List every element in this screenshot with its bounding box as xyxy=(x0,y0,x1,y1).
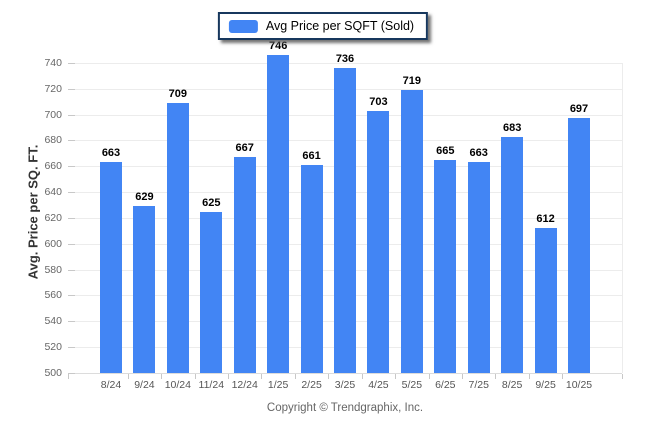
y-axis-tick xyxy=(68,295,75,297)
x-axis-tick xyxy=(528,374,530,379)
legend-series-swatch-icon xyxy=(228,19,258,33)
x-axis-tick xyxy=(261,374,263,379)
bar xyxy=(367,110,390,373)
x-axis-tick-label: 8/25 xyxy=(501,379,523,391)
bar xyxy=(400,90,423,373)
x-axis-tick-label: 9/25 xyxy=(535,379,556,391)
bar-value-label: 667 xyxy=(235,142,254,155)
y-axis-tick-label: 660 xyxy=(44,160,62,173)
y-axis-tick-label: 640 xyxy=(44,186,62,199)
y-axis-tick-label: 720 xyxy=(44,82,62,95)
y-axis-tick-label: 560 xyxy=(44,289,62,302)
y-axis-tick xyxy=(68,373,75,374)
bar-value-label: 709 xyxy=(168,87,188,100)
bar xyxy=(501,136,524,373)
bar xyxy=(166,102,189,373)
x-axis-tick xyxy=(395,374,397,379)
bar-value-label: 625 xyxy=(202,196,221,209)
x-axis-tick xyxy=(68,374,69,379)
x-axis-tick xyxy=(328,374,330,379)
x-axis-tick-label: 12/24 xyxy=(231,379,258,391)
y-axis-tick-label: 680 xyxy=(44,134,62,147)
y-axis-tick-label: 620 xyxy=(44,211,62,224)
bar xyxy=(233,157,256,373)
x-axis-tick-label: 10/24 xyxy=(164,379,191,391)
y-axis-tick xyxy=(68,114,75,116)
x-axis-tick xyxy=(194,374,196,379)
x-axis-tick xyxy=(361,374,363,379)
x-axis-tick xyxy=(562,374,564,379)
x-axis-tick-label: 6/25 xyxy=(435,379,456,391)
y-axis-tick xyxy=(68,321,75,323)
bar-value-label: 663 xyxy=(101,147,121,160)
plot-right-border xyxy=(622,62,623,373)
bar-value-label: 661 xyxy=(302,149,321,162)
bar xyxy=(300,164,323,373)
bar xyxy=(467,162,490,373)
bar-value-label: 703 xyxy=(369,95,388,108)
y-axis-tick xyxy=(68,347,75,349)
y-axis-tick-label: 740 xyxy=(44,56,62,69)
y-axis-tick-label: 540 xyxy=(44,315,62,328)
x-axis-tick xyxy=(428,374,430,379)
bar-value-label: 736 xyxy=(335,53,355,66)
x-axis-tick-label: 4/25 xyxy=(368,379,389,391)
bar-value-label: 746 xyxy=(268,40,288,53)
bar xyxy=(534,228,557,373)
y-axis-tick xyxy=(68,88,75,90)
x-axis-tick xyxy=(294,374,296,379)
x-axis-tick-label: 2/25 xyxy=(301,379,322,391)
y-axis-tick xyxy=(68,192,75,194)
bar-value-label: 612 xyxy=(536,213,555,226)
y-axis-tick-label: 500 xyxy=(44,367,62,379)
bar xyxy=(568,118,590,373)
bar-value-label: 663 xyxy=(469,147,488,160)
y-axis-tick-label: 600 xyxy=(44,237,62,250)
y-axis-tick xyxy=(68,62,75,64)
bar xyxy=(267,55,290,373)
bar-value-label: 697 xyxy=(569,103,589,116)
bar-value-label: 719 xyxy=(402,75,422,88)
x-axis-tick-label: 7/25 xyxy=(468,379,489,391)
bar-value-label: 629 xyxy=(135,191,154,204)
y-axis-tick xyxy=(68,269,75,271)
legend-series-label: Avg Price per SQFT (Sold) xyxy=(265,19,415,33)
x-axis-tick xyxy=(228,374,229,379)
x-axis-tick-label: 9/24 xyxy=(134,379,155,391)
y-axis-tick-label: 520 xyxy=(44,341,62,354)
x-axis-tick xyxy=(161,374,163,379)
x-axis-tick-label: 10/25 xyxy=(565,379,593,391)
y-axis-tick xyxy=(68,140,75,142)
bar xyxy=(133,206,156,373)
x-axis-tick-label: 5/25 xyxy=(401,379,423,391)
bar xyxy=(334,68,356,373)
x-axis-tick xyxy=(462,374,463,379)
bar xyxy=(200,211,223,373)
x-axis-tick xyxy=(127,374,129,379)
chart-legend: Avg Price per SQFT (Sold) xyxy=(217,12,429,40)
bar xyxy=(434,159,457,373)
copyright-text: Copyright © Trendgraphix, Inc. xyxy=(266,402,424,414)
y-axis-tick xyxy=(68,217,75,219)
x-axis-tick xyxy=(622,374,623,379)
y-axis-tick xyxy=(68,243,75,245)
x-axis-tick-label: 11/24 xyxy=(198,379,225,391)
x-axis-tick-label: 1/25 xyxy=(267,379,289,391)
x-axis-tick-label: 3/25 xyxy=(334,379,356,391)
y-axis-tick-label: 580 xyxy=(44,263,62,276)
y-gridline xyxy=(68,62,622,64)
y-gridline xyxy=(68,373,622,374)
x-axis-tick xyxy=(495,374,497,379)
bar-value-label: 683 xyxy=(502,121,522,134)
bar xyxy=(100,162,122,373)
y-axis-tick-label: 700 xyxy=(44,108,62,121)
bar-value-label: 665 xyxy=(436,144,455,157)
y-axis-tick xyxy=(68,166,75,168)
x-axis-tick-label: 8/24 xyxy=(100,379,122,391)
